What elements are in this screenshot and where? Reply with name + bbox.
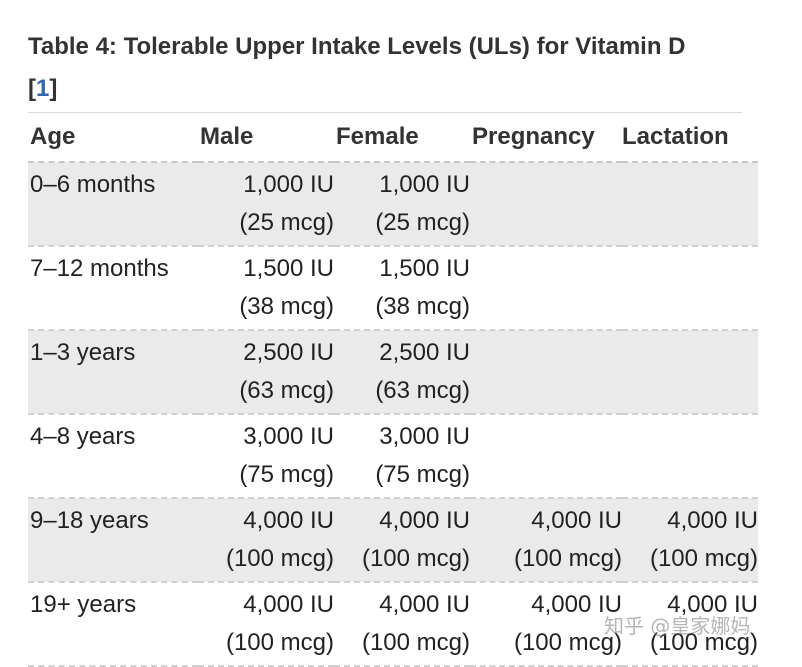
watermark: 知乎 @皇家娜妈 — [604, 614, 751, 638]
ul-table: Age Male Female Pregnancy Lactation 0–6 … — [28, 113, 758, 667]
value-mcg: (75 mcg) — [239, 461, 334, 488]
cell-pregnancy — [470, 246, 622, 331]
table-body: 0–6 months 1,000 IU (25 mcg) 1,000 IU (25 mc… — [28, 162, 758, 667]
cell-female: 1,500 IU (38 mcg) — [334, 246, 470, 331]
value-iu — [622, 418, 758, 456]
cell-female: 1,000 IU (25 mcg) — [334, 162, 470, 247]
value-mcg: (100 mcg) — [513, 629, 622, 656]
cell-lactation — [622, 246, 758, 331]
value-iu: 4,000 IU — [243, 507, 334, 534]
table-container: Table 4: Tolerable Upper Intake Levels (… — [28, 26, 758, 667]
cell-female: 2,500 IU (63 mcg) — [334, 330, 470, 415]
value-mcg: (25 mcg) — [375, 209, 470, 236]
value-iu: 2,500 IU — [243, 339, 334, 366]
cell-female: 3,000 IU (75 mcg) — [334, 414, 470, 499]
citation-link[interactable]: 1 — [36, 75, 50, 102]
value-mcg — [470, 204, 622, 242]
value-iu: 4,000 IU — [243, 591, 334, 618]
value-iu: 4,000 IU — [531, 591, 622, 618]
cell-male: 4,000 IU (100 mcg) — [198, 582, 334, 667]
value-iu: 4,000 IU — [667, 591, 758, 618]
table-row: 4–8 years 3,000 IU (75 mcg) 3,000 IU (75 mcg… — [28, 414, 758, 499]
value-iu — [470, 250, 622, 288]
value-mcg — [470, 288, 622, 326]
cell-male: 1,000 IU (25 mcg) — [198, 162, 334, 247]
cell-pregnancy — [470, 330, 622, 415]
value-mcg: (100 mcg) — [513, 545, 622, 572]
value-iu — [470, 418, 622, 456]
value-mcg: (63 mcg) — [375, 377, 470, 404]
header-lactation: Lactation — [622, 113, 758, 163]
value-iu — [470, 166, 622, 204]
cell-pregnancy: 4,000 IU (100 mcg) — [470, 582, 622, 667]
header-female: Female — [334, 113, 470, 163]
cell-pregnancy — [470, 414, 622, 499]
value-mcg — [470, 372, 622, 410]
value-mcg — [622, 372, 758, 410]
value-mcg: (38 mcg) — [239, 293, 334, 320]
cell-age: 19+ years — [28, 582, 198, 667]
value-mcg: (100 mcg) — [225, 545, 334, 572]
value-iu: 1,000 IU — [379, 171, 470, 198]
value-mcg — [622, 204, 758, 242]
value-mcg: (100 mcg) — [225, 629, 334, 656]
citation-reference: [1] — [28, 75, 58, 102]
value-iu: 1,500 IU — [379, 255, 470, 282]
table-row: 1–3 years 2,500 IU (63 mcg) 2,500 IU (63 mcg… — [28, 330, 758, 415]
value-mcg: (100 mcg) — [361, 545, 470, 572]
cell-pregnancy — [470, 162, 622, 247]
value-mcg: (100 mcg) — [649, 545, 758, 572]
value-mcg: (38 mcg) — [375, 293, 470, 320]
value-iu — [622, 250, 758, 288]
cell-age: 0–6 months — [28, 162, 198, 247]
table-caption: Table 4: Tolerable Upper Intake Levels (… — [28, 26, 742, 113]
value-iu — [470, 334, 622, 372]
table-row: 7–12 months 1,500 IU (38 mcg) 1,500 IU (38 m… — [28, 246, 758, 331]
cell-lactation — [622, 330, 758, 415]
value-iu: 1,500 IU — [243, 255, 334, 282]
caption-title: Table 4: Tolerable Upper Intake Levels (… — [28, 33, 686, 60]
value-mcg: (63 mcg) — [239, 377, 334, 404]
value-mcg: (75 mcg) — [375, 461, 470, 488]
cell-male: 2,500 IU (63 mcg) — [198, 330, 334, 415]
header-male: Male — [198, 113, 334, 163]
table-row: 9–18 years 4,000 IU (100 mcg) 4,000 IU (100 … — [28, 498, 758, 583]
cell-lactation: 4,000 IU (100 mcg) — [622, 582, 758, 667]
cell-female: 4,000 IU (100 mcg) — [334, 498, 470, 583]
value-mcg — [622, 288, 758, 326]
cell-age: 4–8 years — [28, 414, 198, 499]
cell-lactation: 4,000 IU (100 mcg) — [622, 498, 758, 583]
value-iu: 4,000 IU — [667, 507, 758, 534]
value-iu — [622, 334, 758, 372]
value-mcg — [622, 456, 758, 494]
value-mcg: (25 mcg) — [239, 209, 334, 236]
value-mcg: (100 mcg) — [649, 629, 758, 656]
value-iu: 4,000 IU — [531, 507, 622, 534]
value-iu: 2,500 IU — [379, 339, 470, 366]
cell-female: 4,000 IU (100 mcg) — [334, 582, 470, 667]
table-row: 19+ years 4,000 IU (100 mcg) 4,000 IU (100 m… — [28, 582, 758, 667]
cell-age: 9–18 years — [28, 498, 198, 583]
header-row: Age Male Female Pregnancy Lactation — [28, 113, 758, 163]
cell-male: 1,500 IU (38 mcg) — [198, 246, 334, 331]
value-iu: 3,000 IU — [379, 423, 470, 450]
cell-lactation — [622, 162, 758, 247]
header-age: Age — [28, 113, 198, 163]
cell-male: 4,000 IU (100 mcg) — [198, 498, 334, 583]
header-pregnancy: Pregnancy — [470, 113, 622, 163]
value-iu: 4,000 IU — [379, 507, 470, 534]
value-iu: 1,000 IU — [243, 171, 334, 198]
table-row: 0–6 months 1,000 IU (25 mcg) 1,000 IU (25 mc… — [28, 162, 758, 247]
value-mcg: (100 mcg) — [361, 629, 470, 656]
value-iu: 3,000 IU — [243, 423, 334, 450]
cell-male: 3,000 IU (75 mcg) — [198, 414, 334, 499]
value-iu: 4,000 IU — [379, 591, 470, 618]
cell-age: 1–3 years — [28, 330, 198, 415]
value-mcg — [470, 456, 622, 494]
value-iu — [622, 166, 758, 204]
cell-age: 7–12 months — [28, 246, 198, 331]
cell-lactation — [622, 414, 758, 499]
cell-pregnancy: 4,000 IU (100 mcg) — [470, 498, 622, 583]
